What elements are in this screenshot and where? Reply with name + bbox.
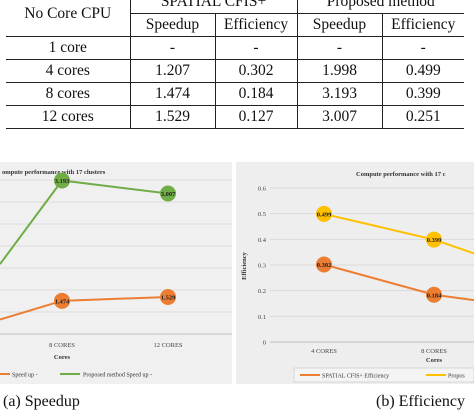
table-row: 1 core - - - -	[6, 36, 464, 60]
y-tick-label: 0.6	[258, 186, 267, 193]
speedup-chart: ompute performance with 17 clusters 1.474…	[0, 162, 232, 384]
data-label: 3.007	[161, 191, 176, 198]
group-header-spatial: SPATIAL CFIS+	[129, 0, 298, 14]
caption-speedup: (a) Speedup	[3, 393, 80, 410]
data-label: 0.499	[317, 211, 332, 218]
x-tick-label: 8 CORES	[421, 348, 447, 355]
x-tick-label: 8 CORES	[49, 342, 75, 349]
caption-efficiency: (b) Efficiency	[376, 393, 465, 410]
legend-label: SPATIAL CFIS+ Efficiency	[322, 373, 389, 380]
row-label: 1 core	[6, 36, 131, 60]
table-cell: 1.998	[296, 59, 383, 83]
data-point	[426, 231, 442, 248]
subheader-efficiency: Efficiency	[381, 13, 464, 37]
y-tick-label: 0.1	[258, 314, 266, 321]
table-header-row: No Core CPU SPATIAL CFIS+ Proposed metho…	[6, 0, 464, 37]
table-cell: 0.302	[214, 59, 298, 83]
series-line	[0, 179, 169, 265]
y-tick-label: 0.5	[258, 211, 266, 218]
table-cell: 0.399	[381, 82, 464, 106]
x-tick-label: 4 CORES	[311, 348, 337, 355]
table-cell: 0.499	[381, 59, 464, 83]
speedup-chart-svg: ompute performance with 17 clusters 1.474…	[0, 169, 232, 379]
data-point	[316, 205, 332, 222]
data-label: 0.399	[427, 237, 442, 244]
table-cell: -	[214, 36, 298, 60]
table-cell: 3.193	[296, 82, 383, 106]
legend-label: Proposed method Speed up -	[83, 373, 152, 379]
efficiency-chart: Compute performance with 17 c 0 0.1 0.2 0.3 0…	[236, 162, 474, 384]
table-cell: 1.529	[129, 105, 216, 129]
data-label: 3.193	[55, 178, 70, 185]
group-header-proposed: Proposed method	[296, 0, 464, 14]
series-line	[323, 212, 474, 255]
table-cell: 1.207	[129, 59, 216, 83]
data-point	[54, 172, 70, 189]
table-row: 4 cores 1.207 0.302 1.998 0.499	[6, 59, 464, 83]
data-label: 0.184	[427, 292, 442, 299]
data-label: 1.474	[55, 298, 70, 305]
row-label: 8 cores	[6, 82, 131, 106]
table-cell: 1.474	[129, 82, 216, 106]
data-label: 0.302	[317, 262, 332, 269]
table-cell: -	[296, 36, 383, 60]
table-cell: 3.007	[296, 105, 383, 129]
table-cell: -	[129, 36, 216, 60]
corner-header: No Core CPU	[6, 0, 131, 37]
performance-table: No Core CPU SPATIAL CFIS+ Proposed metho…	[6, 0, 464, 129]
y-tick-label: 0	[263, 340, 266, 347]
data-label: 1.529	[161, 294, 176, 301]
table-subheader-row: Speedup Efficiency Speedup Efficiency	[6, 13, 464, 37]
table-cell: 0.127	[214, 105, 298, 129]
subheader-speedup: Speedup	[296, 13, 383, 37]
data-point	[54, 292, 70, 309]
subheader-efficiency: Efficiency	[214, 13, 298, 37]
x-axis-title: Cores	[54, 354, 71, 361]
y-tick-label: 0.4	[258, 237, 267, 244]
table-row: 8 cores 1.474 0.184 3.193 0.399	[6, 82, 464, 106]
data-point	[160, 185, 176, 202]
subheader-speedup: Speedup	[129, 13, 216, 37]
efficiency-chart-svg: Compute performance with 17 c00.10.20.30…	[241, 171, 474, 383]
y-tick-label: 0.3	[258, 263, 266, 270]
legend-box	[293, 367, 474, 383]
legend-label: Propos	[448, 374, 465, 380]
data-point	[426, 286, 442, 303]
chart-title: Compute performance with 17 c	[356, 171, 446, 178]
legend-label: Speed up -	[12, 373, 38, 379]
table-cell: -	[381, 36, 464, 60]
y-tick-label: 0.2	[258, 288, 266, 295]
table-row: 12 cores 1.529 0.127 3.007 0.251	[6, 105, 464, 129]
data-point	[160, 288, 176, 305]
row-label: 4 cores	[6, 59, 131, 83]
table-cell: 0.184	[214, 82, 298, 106]
x-axis-title: Cores	[426, 357, 443, 364]
table-cell: 0.251	[381, 105, 464, 129]
data-point	[316, 256, 332, 273]
series-line	[0, 295, 169, 321]
y-axis-title: Efficiency	[241, 251, 248, 280]
chart-title: ompute performance with 17 clusters	[2, 169, 106, 176]
series-line	[323, 263, 474, 302]
x-tick-label: 12 CORES	[153, 342, 182, 349]
row-label: 12 cores	[6, 105, 131, 129]
